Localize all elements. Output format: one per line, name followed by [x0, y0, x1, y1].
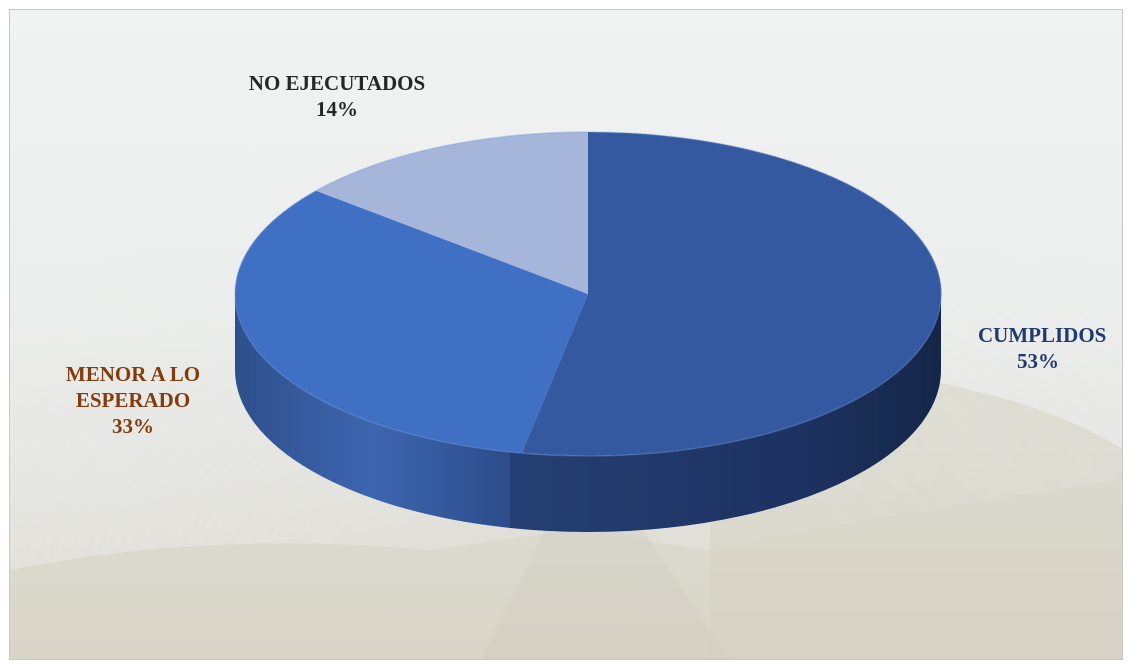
- label-no-ejecutados-name: NO EJECUTADOS: [248, 71, 426, 95]
- pie-side-front-right: [510, 294, 942, 533]
- pie-rim: [234, 131, 942, 457]
- pie-slice-no-ejecutados: [316, 132, 588, 294]
- label-cumplidos-name: CUMPLIDOS: [978, 323, 1107, 347]
- pie-slice-cumplidos: [521, 131, 942, 456]
- label-menor-line1: MENOR A LO: [65, 362, 201, 386]
- label-no-ejecutados: NO EJECUTADOS 14%: [232, 70, 442, 122]
- label-no-ejecutados-value: 14%: [316, 97, 358, 121]
- label-menor-value: 33%: [112, 414, 154, 438]
- pie-slice-menor-a-lo-esperado: [234, 190, 589, 454]
- label-menor-line2: ESPERADO: [75, 388, 191, 412]
- label-menor-a-lo-esperado: MENOR A LO ESPERADO 33%: [48, 361, 218, 439]
- pie-chart: [10, 10, 1122, 659]
- label-cumplidos-value: 53%: [1017, 349, 1059, 373]
- pie-side-front-left: [234, 294, 510, 528]
- label-cumplidos: CUMPLIDOS 53%: [978, 322, 1107, 374]
- chart-area: NO EJECUTADOS 14% CUMPLIDOS 53% MENOR A …: [9, 9, 1123, 660]
